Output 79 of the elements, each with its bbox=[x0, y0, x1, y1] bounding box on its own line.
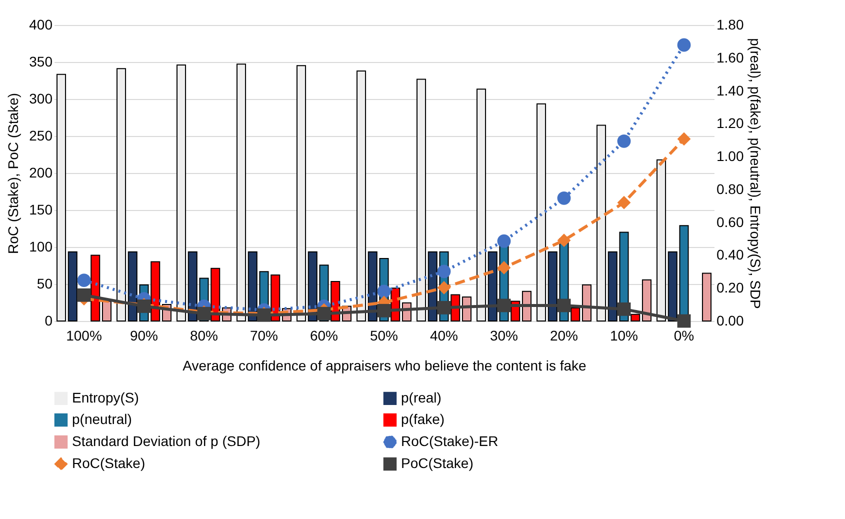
y2-axis-title: p(real), p(fake), p(neutral), Entropy(S), SDP bbox=[748, 38, 764, 309]
y-tick-label: 400 bbox=[29, 16, 53, 32]
bar bbox=[296, 65, 306, 322]
y2-tick-label: 1.20 bbox=[716, 115, 744, 132]
bar bbox=[642, 279, 652, 322]
y-tick-label: 50 bbox=[36, 276, 53, 292]
x-tick-label: 100% bbox=[66, 328, 102, 344]
point bbox=[557, 234, 571, 248]
legend-label: Standard Deviation of p (SDP) bbox=[72, 433, 260, 449]
point bbox=[77, 274, 91, 287]
y2-tick-label: 0.20 bbox=[716, 280, 744, 296]
point bbox=[497, 298, 511, 312]
x-tick-label: 90% bbox=[130, 328, 158, 344]
bar bbox=[416, 78, 426, 322]
point bbox=[437, 264, 451, 278]
x-tick-label: 0% bbox=[674, 328, 694, 344]
y2-tick-label: 1.00 bbox=[716, 148, 744, 164]
bar bbox=[522, 290, 532, 322]
bar bbox=[702, 272, 712, 322]
y2-tick-label: 1.80 bbox=[716, 16, 744, 32]
y-tick-label: 350 bbox=[29, 54, 53, 70]
x-axis-title: Average confidence of appraisers who believe the content is fake bbox=[182, 358, 587, 374]
x-tick-label: 10% bbox=[610, 328, 638, 344]
point bbox=[437, 300, 451, 314]
legend-label: p(neutral) bbox=[72, 411, 132, 427]
y-tick-label: 150 bbox=[29, 202, 53, 218]
point bbox=[497, 261, 511, 274]
bar bbox=[116, 68, 126, 322]
bar bbox=[56, 74, 66, 322]
bar bbox=[68, 251, 78, 322]
bar bbox=[176, 64, 186, 322]
y-tick-label: 250 bbox=[29, 128, 53, 144]
point bbox=[77, 288, 91, 302]
y2-tick-label: 1.40 bbox=[716, 82, 744, 98]
y2-tick-label: 0.60 bbox=[716, 214, 744, 230]
bar bbox=[536, 103, 546, 322]
point bbox=[557, 191, 571, 205]
point bbox=[437, 280, 451, 294]
y-tick-label: 200 bbox=[29, 164, 53, 180]
x-tick-label: 60% bbox=[310, 328, 338, 344]
point bbox=[677, 132, 691, 146]
point bbox=[557, 298, 571, 312]
x-tick-label: 50% bbox=[370, 328, 398, 344]
y2-tick-label: 0.80 bbox=[716, 180, 744, 197]
point bbox=[317, 306, 331, 320]
point bbox=[497, 234, 511, 248]
bar bbox=[476, 88, 486, 322]
point bbox=[617, 134, 631, 148]
y-axis-title: RoC (Stake), PoC (Stake) bbox=[5, 92, 22, 254]
point bbox=[617, 302, 631, 316]
bar bbox=[356, 70, 366, 322]
y2-tick-label: 0.00 bbox=[716, 312, 744, 328]
y-tick-label: 0 bbox=[44, 312, 53, 328]
y-tick-label: 300 bbox=[29, 90, 53, 106]
point bbox=[677, 314, 691, 328]
point bbox=[617, 196, 631, 210]
legend-label: p(real) bbox=[401, 389, 442, 406]
y2-tick-label: 1.60 bbox=[716, 49, 744, 66]
x-tick-label: 70% bbox=[250, 328, 278, 344]
legend-label: RoC(Stake)-ER bbox=[401, 433, 498, 449]
point bbox=[377, 284, 391, 298]
x-tick-label: 80% bbox=[190, 328, 218, 344]
x-tick-label: 40% bbox=[430, 328, 458, 344]
bar bbox=[102, 300, 112, 322]
x-tick-label: 30% bbox=[490, 328, 518, 344]
bar bbox=[582, 284, 592, 322]
bar bbox=[90, 254, 100, 322]
bar bbox=[596, 124, 606, 322]
legend-label: PoC(Stake) bbox=[401, 455, 474, 471]
legend-label: RoC(Stake) bbox=[72, 455, 146, 471]
point bbox=[377, 304, 391, 318]
legend-label: p(fake) bbox=[401, 411, 445, 427]
legend-label: Entropy(S) bbox=[72, 389, 139, 406]
point bbox=[677, 38, 691, 52]
bar bbox=[656, 159, 666, 322]
y2-tick-label: 0.40 bbox=[716, 246, 744, 263]
y-tick-label: 100 bbox=[29, 238, 53, 254]
x-tick-label: 20% bbox=[550, 328, 578, 344]
bar bbox=[236, 64, 246, 322]
